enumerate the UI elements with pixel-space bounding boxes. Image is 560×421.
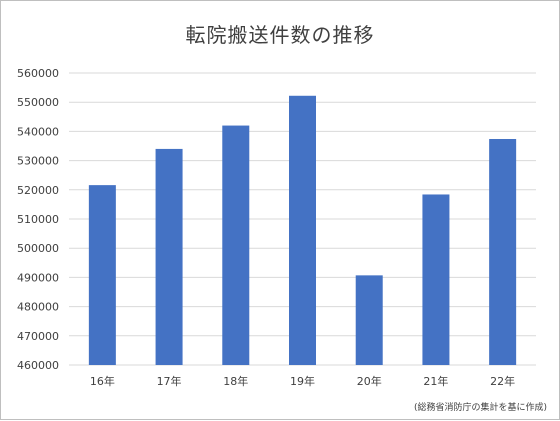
x-tick-label: 22年 (490, 374, 515, 388)
y-tick-label: 480000 (17, 301, 59, 314)
y-tick-label: 490000 (17, 271, 59, 284)
bar-20年 (355, 275, 383, 365)
y-tick-label: 500000 (17, 242, 59, 255)
chart-title: 転院搬送件数の推移 (185, 23, 375, 47)
y-tick-label: 550000 (17, 96, 59, 109)
bar-21年 (422, 194, 450, 365)
y-tick-label: 560000 (17, 67, 59, 80)
x-tick-label: 19年 (290, 374, 315, 388)
y-tick-label: 520000 (17, 184, 59, 197)
x-tick-label: 20年 (357, 374, 382, 388)
x-tick-label: 21年 (423, 374, 448, 388)
bar-17年 (155, 148, 183, 365)
y-tick-label: 540000 (17, 125, 59, 138)
y-tick-label: 470000 (17, 330, 59, 343)
y-tick-label: 460000 (17, 359, 59, 372)
x-tick-label: 18年 (223, 374, 248, 388)
bar-18年 (222, 125, 250, 365)
bar-22年 (489, 138, 517, 365)
source-note: (総務省消防庁の集計を基に作成) (413, 403, 547, 413)
y-tick-label: 510000 (17, 213, 59, 226)
y-tick-label: 530000 (17, 155, 59, 168)
bar-16年 (88, 185, 116, 365)
x-tick-label: 16年 (90, 374, 115, 388)
x-tick-label: 17年 (157, 374, 182, 388)
bar-19年 (289, 95, 316, 365)
